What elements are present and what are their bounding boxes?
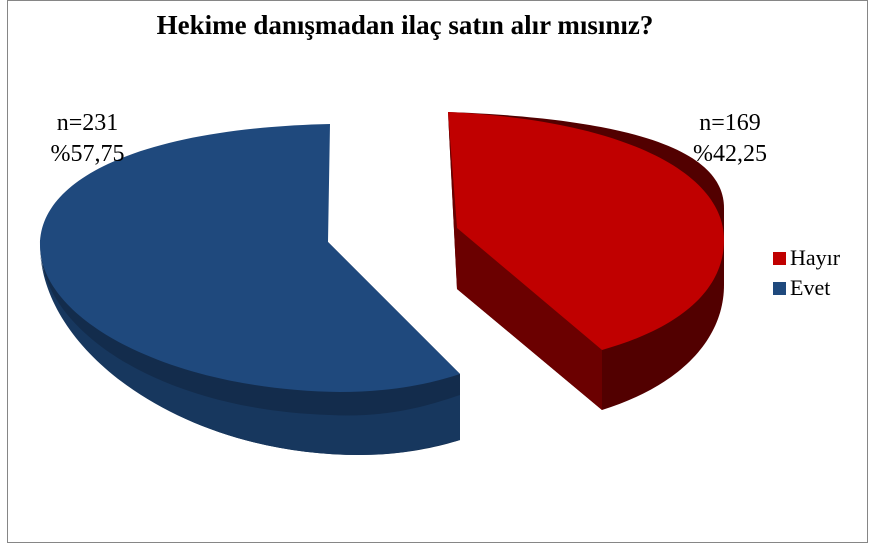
slice-evet-side-front bbox=[40, 245, 460, 455]
slice-evet-top bbox=[40, 124, 460, 392]
slice-hayir bbox=[448, 112, 724, 410]
data-label-hayir-n: n=169 bbox=[699, 110, 761, 136]
legend-swatch-evet bbox=[773, 281, 786, 295]
chart-title: Hekime danışmadan ilaç satın alır mısını… bbox=[156, 10, 654, 40]
legend-item-hayir: Hayır bbox=[773, 243, 840, 273]
slice-hayir-edge bbox=[448, 112, 602, 410]
legend-label-evet: Evet bbox=[790, 275, 831, 300]
legend-item-evet: Evet bbox=[773, 273, 840, 303]
legend: Hayır Evet bbox=[773, 243, 840, 303]
data-label-evet-n: n=231 bbox=[56, 110, 119, 136]
data-label-hayir-pct: %42,25 bbox=[693, 141, 767, 167]
legend-swatch-hayir bbox=[773, 251, 786, 265]
data-label-hayir: n=169 %42,25 bbox=[680, 108, 780, 170]
slice-evet bbox=[40, 124, 460, 455]
slice-hayir-top bbox=[448, 112, 724, 350]
data-label-evet-pct: %57,75 bbox=[50, 141, 125, 167]
legend-label-hayir: Hayır bbox=[790, 245, 841, 270]
data-label-evet: n=231 %57,75 bbox=[40, 108, 135, 170]
